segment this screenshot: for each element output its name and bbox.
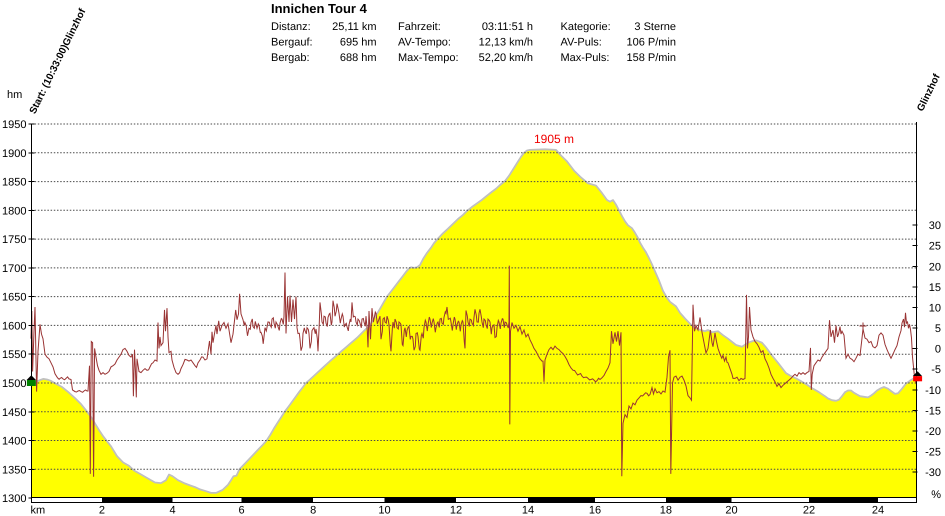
svg-text:km: km <box>31 505 46 516</box>
svg-text:695 hm: 695 hm <box>340 37 377 49</box>
svg-text:-25: -25 <box>925 447 941 459</box>
svg-text:3 Sterne: 3 Sterne <box>634 21 676 33</box>
svg-text:1905 m: 1905 m <box>534 132 574 146</box>
svg-text:1900: 1900 <box>2 148 26 160</box>
svg-text:158 P/min: 158 P/min <box>626 52 676 64</box>
svg-text:1450: 1450 <box>2 407 26 419</box>
svg-text:30: 30 <box>929 220 941 232</box>
svg-text:Fahrzeit:: Fahrzeit: <box>398 21 441 33</box>
svg-text:AV-Puls:: AV-Puls: <box>561 37 602 49</box>
svg-text:688 hm: 688 hm <box>340 52 377 64</box>
svg-text:12: 12 <box>450 505 462 516</box>
svg-text:Innichen Tour 4: Innichen Tour 4 <box>271 1 368 16</box>
svg-text:25,11 km: 25,11 km <box>332 21 376 33</box>
svg-text:1800: 1800 <box>2 205 26 217</box>
svg-text:AV-Tempo:: AV-Tempo: <box>398 37 451 49</box>
svg-text:1500: 1500 <box>2 378 26 390</box>
svg-text:15: 15 <box>929 282 941 294</box>
svg-text:-30: -30 <box>925 467 941 479</box>
svg-text:20: 20 <box>929 261 941 273</box>
svg-text:-5: -5 <box>931 364 941 376</box>
svg-text:52,20 km/h: 52,20 km/h <box>479 52 533 64</box>
svg-text:-10: -10 <box>925 385 941 397</box>
svg-text:Distanz:: Distanz: <box>271 21 311 33</box>
svg-text:-20: -20 <box>925 426 941 438</box>
svg-text:1600: 1600 <box>2 320 26 332</box>
svg-text:14: 14 <box>522 505 534 516</box>
svg-text:24: 24 <box>872 505 884 516</box>
svg-text:6: 6 <box>238 505 244 516</box>
svg-text:1300: 1300 <box>2 493 26 505</box>
svg-text:1550: 1550 <box>2 349 26 361</box>
svg-text:5: 5 <box>935 323 941 335</box>
svg-text:8: 8 <box>310 505 316 516</box>
svg-text:1350: 1350 <box>2 464 26 476</box>
svg-text:1750: 1750 <box>2 234 26 246</box>
svg-text:4: 4 <box>169 505 175 516</box>
svg-text:Bergab:: Bergab: <box>271 52 310 64</box>
svg-text:Bergauf:: Bergauf: <box>271 37 313 49</box>
svg-text:10: 10 <box>378 505 390 516</box>
svg-text:2: 2 <box>99 505 105 516</box>
svg-text:1400: 1400 <box>2 436 26 448</box>
svg-text:Kategorie:: Kategorie: <box>561 21 611 33</box>
svg-text:18: 18 <box>660 505 672 516</box>
svg-text:1950: 1950 <box>2 119 26 131</box>
svg-text:%: % <box>931 489 941 501</box>
svg-text:-15: -15 <box>925 405 941 417</box>
svg-text:1700: 1700 <box>2 263 26 275</box>
svg-text:1850: 1850 <box>2 177 26 189</box>
svg-text:0: 0 <box>935 344 941 356</box>
svg-text:Max-Tempo:: Max-Tempo: <box>398 52 459 64</box>
svg-text:22: 22 <box>803 505 815 516</box>
svg-text:12,13 km/h: 12,13 km/h <box>479 37 533 49</box>
svg-text:hm: hm <box>7 89 22 101</box>
svg-text:25: 25 <box>929 241 941 253</box>
svg-text:1650: 1650 <box>2 292 26 304</box>
svg-text:03:11:51 h: 03:11:51 h <box>482 21 533 33</box>
svg-text:10: 10 <box>929 302 941 314</box>
svg-text:106 P/min: 106 P/min <box>626 37 676 49</box>
svg-text:Max-Puls:: Max-Puls: <box>561 52 610 64</box>
svg-text:20: 20 <box>725 505 737 516</box>
svg-text:16: 16 <box>589 505 601 516</box>
